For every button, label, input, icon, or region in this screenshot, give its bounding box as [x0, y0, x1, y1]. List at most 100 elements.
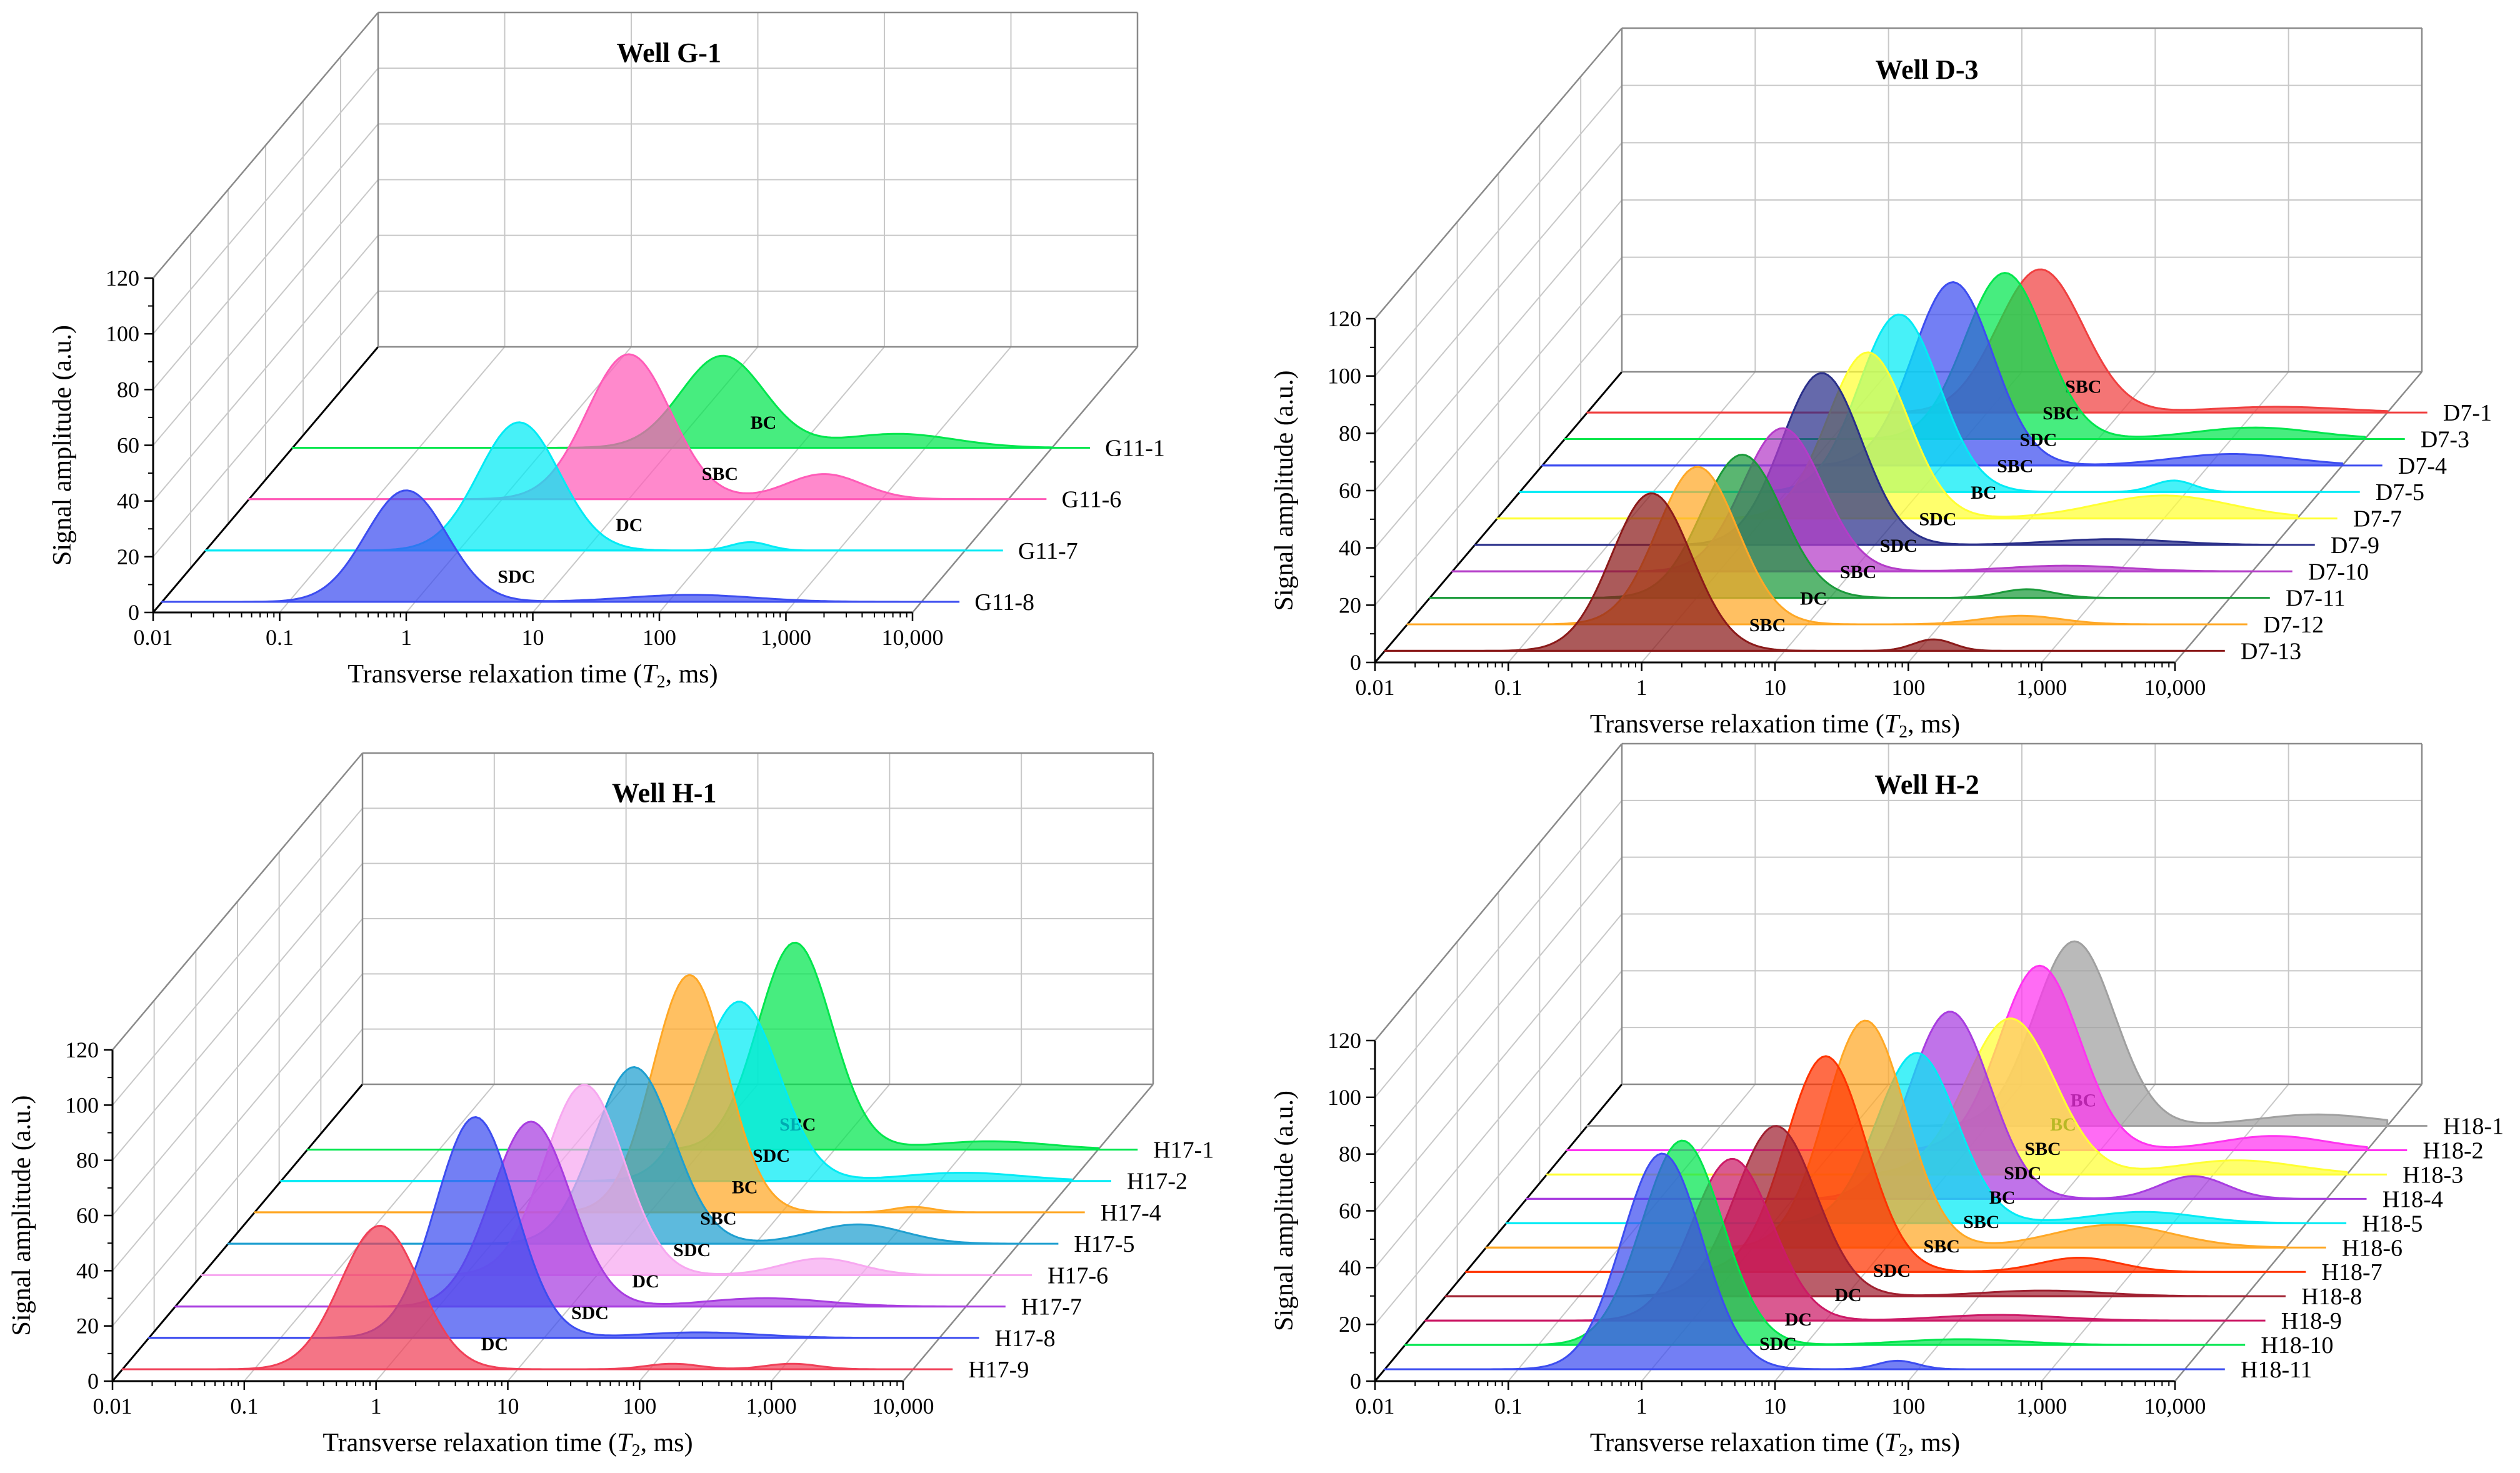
sample-label-h17-2: H17-2 — [1127, 1169, 1188, 1195]
x-tick-label: 0.01 — [1356, 1394, 1395, 1419]
sample-label-d7-10: D7-10 — [2308, 559, 2369, 585]
panel-well-g1: G11-1 BC G11-6 SBC G11-7 DC G11-8 SDC 0.01 0.1 1 10… — [48, 11, 1165, 692]
series-d7-10: D7-10 SDC — [1451, 427, 2369, 585]
y-tick-label: 0 — [88, 1369, 99, 1394]
x-tick-label: 1 — [1636, 1394, 1648, 1419]
x-tick-label: 10 — [1764, 675, 1786, 700]
grid-line-floor — [785, 346, 1012, 613]
sample-label-h18-7: H18-7 — [2322, 1259, 2382, 1286]
sample-label-d7-7: D7-7 — [2353, 506, 2402, 532]
type-label-h17-8: SDC — [571, 1302, 609, 1323]
sample-label-d7-3: D7-3 — [2421, 426, 2469, 452]
x-tick-label: 10 — [497, 1394, 519, 1419]
sample-label-g11-8: G11-8 — [974, 589, 1034, 616]
y-axis-title: Signal amplitude (a.u.) — [1270, 371, 1299, 611]
frame-edge — [112, 752, 363, 1051]
frame-edge — [1374, 371, 1623, 663]
series-group: G11-1 BC G11-6 SBC G11-7 DC G11-8 SDC — [161, 353, 1165, 616]
x-tick-label: 10 — [1764, 1394, 1786, 1419]
sample-label-h17-5: H17-5 — [1074, 1231, 1134, 1257]
y-tick-label: 40 — [76, 1258, 99, 1283]
series-h18-11: H18-11 SDC — [1384, 1152, 2312, 1383]
type-label-h18-5: BC — [1989, 1187, 2016, 1208]
series-d7-13: D7-13 SBC — [1384, 492, 2301, 664]
sample-label-g11-1: G11-1 — [1105, 436, 1165, 462]
series-g11-7: G11-7 DC — [204, 421, 1078, 564]
grid-line-floor — [279, 346, 506, 613]
series-d7-12: D7-12 DC — [1406, 466, 2324, 638]
x-axis: 0.01 0.1 1 10 100 1,000 10,000 Transverse relax… — [134, 612, 944, 692]
panel-title: Well H-1 — [612, 777, 716, 808]
y-tick-label: 80 — [76, 1148, 99, 1173]
series-h17-7: H17-7 DC — [174, 1121, 1082, 1321]
sample-label-h18-6: H18-6 — [2342, 1235, 2402, 1261]
y-tick-label: 60 — [117, 433, 139, 458]
series-h18-8: H18-8 SDC — [1444, 1125, 2362, 1310]
series-g11-8: G11-8 SDC — [161, 489, 1034, 616]
y-tick-label: 120 — [106, 266, 139, 291]
x-tick-label: 0.01 — [1356, 675, 1395, 700]
series-h18-7: H18-7 SBC — [1464, 1055, 2382, 1286]
series-group: D7-1 SBC D7-3 SBC D7-4 SDC D7-5 SBC D7-7 BC D7-9 SD… — [1384, 268, 2492, 664]
type-label-h18-8: SDC — [1873, 1261, 1911, 1281]
sample-label-h17-1: H17-1 — [1153, 1137, 1214, 1164]
sample-label-h17-4: H17-4 — [1101, 1200, 1161, 1226]
x-tick-label: 10,000 — [2144, 675, 2206, 700]
x-tick-label: 10,000 — [2144, 1394, 2206, 1419]
x-axis-title: Transverse relaxation time (T2, ms) — [322, 1429, 692, 1461]
frame-edge — [1374, 1084, 1623, 1382]
y-axis-title: Signal amplitude (a.u.) — [8, 1096, 36, 1336]
series-group: H18-1BCH18-2BCH18-3SBCH18-4SDCH18-5BCH18… — [1384, 940, 2504, 1383]
y-tick-label: 20 — [76, 1314, 99, 1339]
y-axis: 0 20 40 60 80 100 120 Signal amplitude (a.u.) — [48, 266, 153, 625]
type-label-h18-4: SDC — [2004, 1163, 2041, 1184]
sample-label-h18-9: H18-9 — [2281, 1308, 2342, 1334]
series-h17-6: H17-6 SDC — [201, 1084, 1108, 1289]
x-tick-label: 1,000 — [761, 625, 811, 650]
y-tick-label: 100 — [1328, 1085, 1361, 1110]
y-axis-title: Signal amplitude (a.u.) — [48, 325, 77, 566]
sample-label-h18-10: H18-10 — [2261, 1332, 2333, 1359]
type-label-h18-10: DC — [1785, 1309, 1812, 1330]
type-label-h17-9: DC — [481, 1334, 508, 1355]
type-label-d7-7: BC — [1971, 482, 1997, 503]
sample-label-g11-7: G11-7 — [1018, 538, 1078, 564]
x-axis-title: Transverse relaxation time (T2, ms) — [1590, 710, 1960, 742]
sample-label-h17-9: H17-9 — [968, 1357, 1029, 1383]
type-label-h18-11: SDC — [1759, 1334, 1797, 1354]
x-tick-label: 100 — [642, 625, 676, 650]
sample-label-d7-5: D7-5 — [2376, 479, 2424, 506]
frame-edge — [902, 1084, 1154, 1382]
panel-title: Well D-3 — [1876, 54, 1979, 85]
type-label-h18-7: SBC — [1924, 1236, 1960, 1257]
x-axis: 0.01 0.1 1 10 100 1,000 10,000 Transverse relax… — [1356, 662, 2206, 742]
x-tick-label: 10,000 — [872, 1394, 934, 1419]
grid-line-floor — [659, 346, 885, 613]
panel-well-h2: H18-1BCH18-2BCH18-3SBCH18-4SDCH18-5BCH18… — [1270, 742, 2504, 1461]
sample-label-h18-8: H18-8 — [2301, 1284, 2362, 1310]
x-tick-label: 100 — [1891, 675, 1925, 700]
series-h18-10: H18-10 DC — [1404, 1139, 2333, 1359]
type-label-g11-8: SDC — [498, 566, 535, 587]
sample-label-h18-11: H18-11 — [2241, 1357, 2312, 1383]
y-tick-label: 0 — [1350, 1369, 1361, 1394]
y-axis: 0 20 40 60 80 100 120 Signal amplitude (a.u.) — [1270, 306, 1375, 675]
sample-label-d7-1: D7-1 — [2443, 400, 2492, 426]
frame-edge — [912, 346, 1138, 613]
panel-title: Well G-1 — [617, 37, 721, 68]
frame-edge — [111, 1084, 364, 1382]
type-label-h17-4: BC — [732, 1177, 758, 1197]
y-tick-label: 0 — [128, 600, 139, 625]
sample-label-h17-7: H17-7 — [1021, 1294, 1082, 1321]
frame-edge — [152, 346, 379, 613]
type-label-h18-3: SBC — [2024, 1139, 2061, 1159]
x-tick-label: 1,000 — [746, 1394, 797, 1419]
sample-label-h18-4: H18-4 — [2382, 1186, 2443, 1212]
x-tick-label: 0.1 — [230, 1394, 258, 1419]
type-label-d7-9: SDC — [1919, 509, 1956, 529]
x-tick-label: 0.1 — [1494, 1394, 1522, 1419]
y-tick-label: 120 — [1328, 306, 1361, 331]
y-tick-label: 20 — [1339, 592, 1361, 617]
y-tick-label: 100 — [106, 321, 139, 346]
